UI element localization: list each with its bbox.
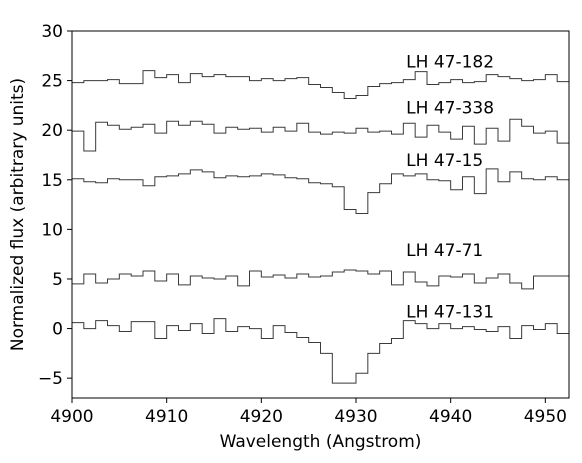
plot-frame <box>71 30 570 399</box>
series-label: LH 47-15 <box>406 151 483 171</box>
spectrum-line <box>72 168 570 215</box>
spectrum-line <box>72 118 570 152</box>
spectrum-line <box>72 269 569 290</box>
series-label: LH 47-182 <box>406 53 494 73</box>
y-tick-label: −5 <box>38 369 63 389</box>
y-tick-label: 30 <box>41 22 63 42</box>
series-label: LH 47-71 <box>406 241 483 261</box>
series-layer <box>72 70 570 384</box>
series-label: LH 47-338 <box>406 98 494 118</box>
y-axis-ticks: −5 0 5 10 15 20 25 30 <box>38 22 72 389</box>
x-tick-label: 4900 <box>50 407 93 427</box>
series-label: LH 47-131 <box>406 303 494 323</box>
x-tick-label: 4910 <box>145 407 188 427</box>
x-tick-label: 4940 <box>429 407 472 427</box>
y-axis-label: Normalized flux (arbitrary units) <box>8 78 28 351</box>
spectrum-line <box>72 318 570 384</box>
y-tick-label: 20 <box>41 121 63 141</box>
y-tick-label: 25 <box>41 72 63 92</box>
x-tick-label: 4920 <box>240 407 283 427</box>
y-tick-label: 15 <box>41 171 63 191</box>
x-tick-label: 4930 <box>334 407 377 427</box>
y-tick-label: 10 <box>41 220 63 240</box>
x-tick-label: 4950 <box>524 407 567 427</box>
spectrum-line <box>72 70 570 99</box>
x-axis-label: Wavelength (Angstrom) <box>220 432 422 452</box>
y-tick-label: 0 <box>52 320 63 340</box>
series-labels: LH 47-182 LH 47-338 LH 47-15 LH 47-71 LH 47-… <box>406 53 494 323</box>
x-axis-ticks: 4900 4910 4920 4930 4940 4950 <box>50 398 567 427</box>
y-tick-label: 5 <box>52 270 63 290</box>
